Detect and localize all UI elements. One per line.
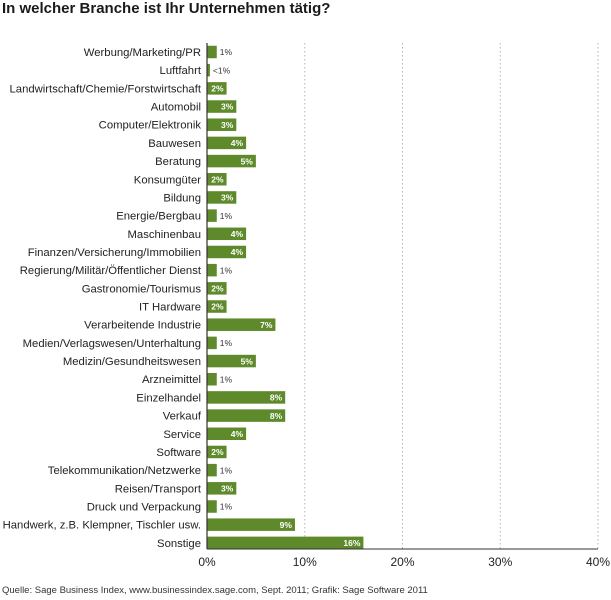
bar — [207, 118, 237, 131]
category-label: Energie/Bergbau — [116, 211, 201, 223]
bar — [207, 282, 227, 295]
value-label: 2% — [211, 84, 224, 94]
bar — [207, 191, 237, 204]
value-label: 3% — [221, 484, 234, 494]
category-label: Konsumgüter — [134, 174, 201, 186]
category-label: Automobil — [151, 102, 201, 114]
x-tick-label: 30% — [488, 555, 512, 569]
value-label: 3% — [221, 193, 234, 203]
category-label: Arzneimittel — [142, 374, 201, 386]
value-label: 1% — [220, 338, 233, 348]
category-label: Bauwesen — [148, 138, 201, 150]
value-label: 7% — [260, 320, 273, 330]
value-label: 4% — [231, 429, 244, 439]
value-label: 2% — [211, 174, 224, 184]
value-label: 4% — [231, 138, 244, 148]
bar — [207, 245, 247, 259]
value-label: 1% — [220, 47, 233, 57]
value-label: 16% — [343, 538, 360, 548]
value-label: 1% — [220, 502, 233, 512]
bar — [207, 82, 227, 95]
chart-title: In welcher Branche ist Ihr Unternehmen t… — [2, 0, 331, 17]
value-label: 8% — [270, 411, 283, 421]
category-label: Landwirtschaft/Chemie/Forstwirtschaft — [10, 83, 202, 95]
category-label: IT Hardware — [139, 302, 201, 314]
category-label: Einzelhandel — [136, 392, 201, 404]
value-label: 8% — [270, 393, 283, 403]
bar — [207, 391, 286, 404]
value-label: 3% — [221, 102, 234, 112]
value-label: 4% — [231, 229, 244, 239]
bar — [207, 463, 217, 477]
bar — [207, 482, 237, 495]
bar — [207, 63, 210, 77]
category-label: Handwerk, z.B. Klempner, Tischler usw. — [3, 520, 201, 532]
value-label: 1% — [220, 374, 233, 384]
value-label: 1% — [220, 465, 233, 475]
category-label: Regierung/Militär/Öffentlicher Dienst — [20, 265, 202, 277]
category-label: Gastronomie/Tourismus — [82, 283, 202, 295]
bar — [207, 154, 256, 168]
bar — [207, 318, 276, 331]
category-label: Medizin/Gesundheitswesen — [63, 356, 201, 368]
value-label: 9% — [280, 520, 293, 530]
bar — [207, 445, 227, 459]
bar — [207, 300, 227, 313]
source-note: Quelle: Sage Business Index, www.busines… — [2, 585, 428, 596]
bar — [207, 354, 256, 368]
bar — [207, 209, 217, 222]
bar — [207, 263, 217, 277]
bar — [207, 518, 295, 531]
category-label: Telekommunikation/Netzwerke — [48, 465, 201, 477]
value-label: 2% — [211, 284, 224, 294]
value-label: 2% — [211, 302, 224, 312]
bar — [207, 500, 217, 513]
x-tick-label: 0% — [198, 555, 216, 569]
value-label: 1% — [220, 265, 233, 275]
x-tick-label: 40% — [586, 555, 610, 569]
value-label: 3% — [221, 120, 234, 130]
category-label: Software — [156, 447, 201, 459]
bar — [207, 173, 227, 186]
bar — [207, 136, 247, 150]
bar — [207, 45, 217, 59]
bar — [207, 427, 247, 441]
category-label: Werbung/Marketing/PR — [84, 47, 201, 59]
value-label: 5% — [241, 356, 254, 366]
category-label: Luftfahrt — [160, 65, 202, 77]
category-label: Reisen/Transport — [115, 483, 202, 495]
category-label: Druck und Verpackung — [87, 502, 201, 514]
category-label: Bildung — [163, 192, 201, 204]
bar — [207, 100, 237, 113]
category-label: Medien/Verlagswesen/Unterhaltung — [23, 338, 201, 350]
category-label: Maschinenbau — [128, 229, 201, 241]
bar — [207, 409, 286, 422]
value-label: <1% — [213, 65, 231, 75]
category-label: Beratung — [155, 156, 201, 168]
bar — [207, 336, 217, 350]
category-label: Sonstige — [157, 538, 201, 550]
category-label: Finanzen/Versicherung/Immobilien — [28, 247, 201, 259]
value-label: 4% — [231, 247, 244, 257]
bar — [207, 372, 217, 386]
category-label: Service — [163, 429, 201, 441]
category-label: Verkauf — [163, 411, 202, 423]
x-tick-label: 10% — [293, 555, 317, 569]
value-label: 5% — [241, 156, 254, 166]
category-label: Verarbeitende Industrie — [84, 320, 201, 332]
bar — [207, 536, 364, 550]
bar — [207, 227, 247, 241]
value-label: 1% — [220, 211, 233, 221]
x-tick-label: 20% — [390, 555, 414, 569]
value-label: 2% — [211, 447, 224, 457]
category-label: Computer/Elektronik — [99, 120, 202, 132]
